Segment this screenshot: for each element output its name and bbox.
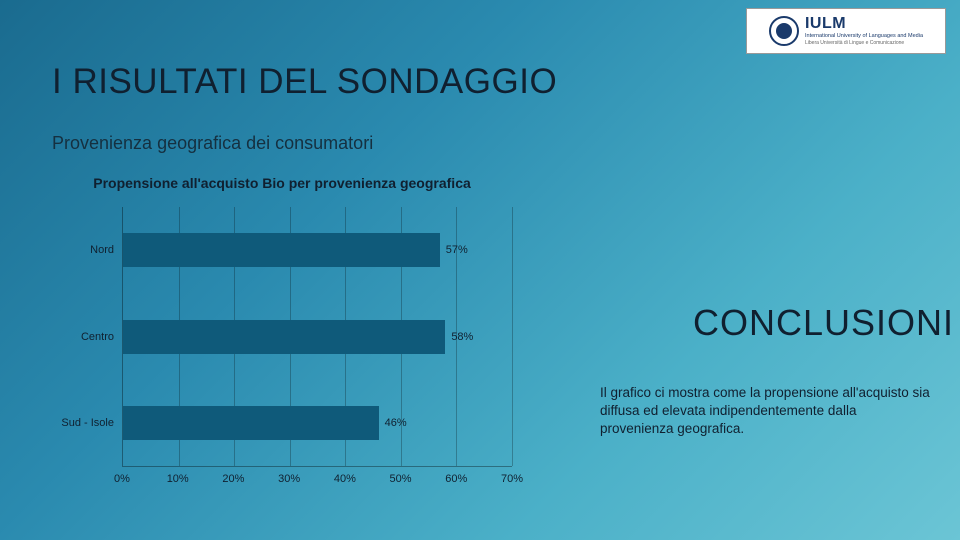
chart-gridline (512, 207, 513, 466)
logo-crest-icon (769, 16, 799, 46)
page-title: I RISULTATI DEL SONDAGGIO (52, 62, 557, 102)
conclusioni-heading: CONCLUSIONI (693, 302, 954, 344)
conclusion-text: Il grafico ci mostra come la propensione… (600, 384, 930, 439)
logo-text: IULM International University of Languag… (805, 16, 923, 46)
chart-ylabel: Nord (90, 244, 114, 256)
chart-plot: NordCentroSud - Isole 57%58%46% 0%10%20%… (52, 207, 512, 467)
chart-xtick: 40% (334, 473, 356, 485)
chart-bar: 46% (123, 406, 379, 440)
logo-subtitle-2: Libera Università di Lingue e Comunicazi… (805, 41, 923, 46)
page-subtitle: Provenienza geografica dei consumatori (52, 133, 373, 154)
chart-plot-area: 57% 58% 46% (122, 207, 512, 467)
chart-xtick: 10% (167, 473, 189, 485)
chart-bar: 58% (123, 320, 445, 354)
chart-xtick: 20% (222, 473, 244, 485)
chart-ylabel: Centro (81, 331, 114, 343)
chart-ylabel: Sud - Isole (61, 417, 114, 429)
logo: IULM International University of Languag… (746, 8, 946, 54)
chart-y-labels: Nord Centro Sud - Isole (52, 207, 122, 467)
chart-title: Propensione all'acquisto Bio per proveni… (52, 175, 512, 193)
chart-xtick: 0% (114, 473, 130, 485)
chart-xtick: 60% (445, 473, 467, 485)
chart-bar: 57% (123, 233, 440, 267)
chart-xtick: 30% (278, 473, 300, 485)
chart-bar-label: 46% (385, 417, 407, 429)
chart: Propensione all'acquisto Bio per proveni… (52, 175, 512, 467)
logo-name: IULM (805, 16, 923, 32)
chart-xtick: 50% (390, 473, 412, 485)
chart-bar-label: 58% (451, 331, 473, 343)
logo-subtitle-1: International University of Languages an… (805, 34, 923, 40)
chart-bar-label: 57% (446, 244, 468, 256)
chart-xtick: 70% (501, 473, 523, 485)
slide: IULM International University of Languag… (0, 0, 960, 540)
chart-x-axis: 0%10%20%30%40%50%60%70% (122, 467, 512, 487)
